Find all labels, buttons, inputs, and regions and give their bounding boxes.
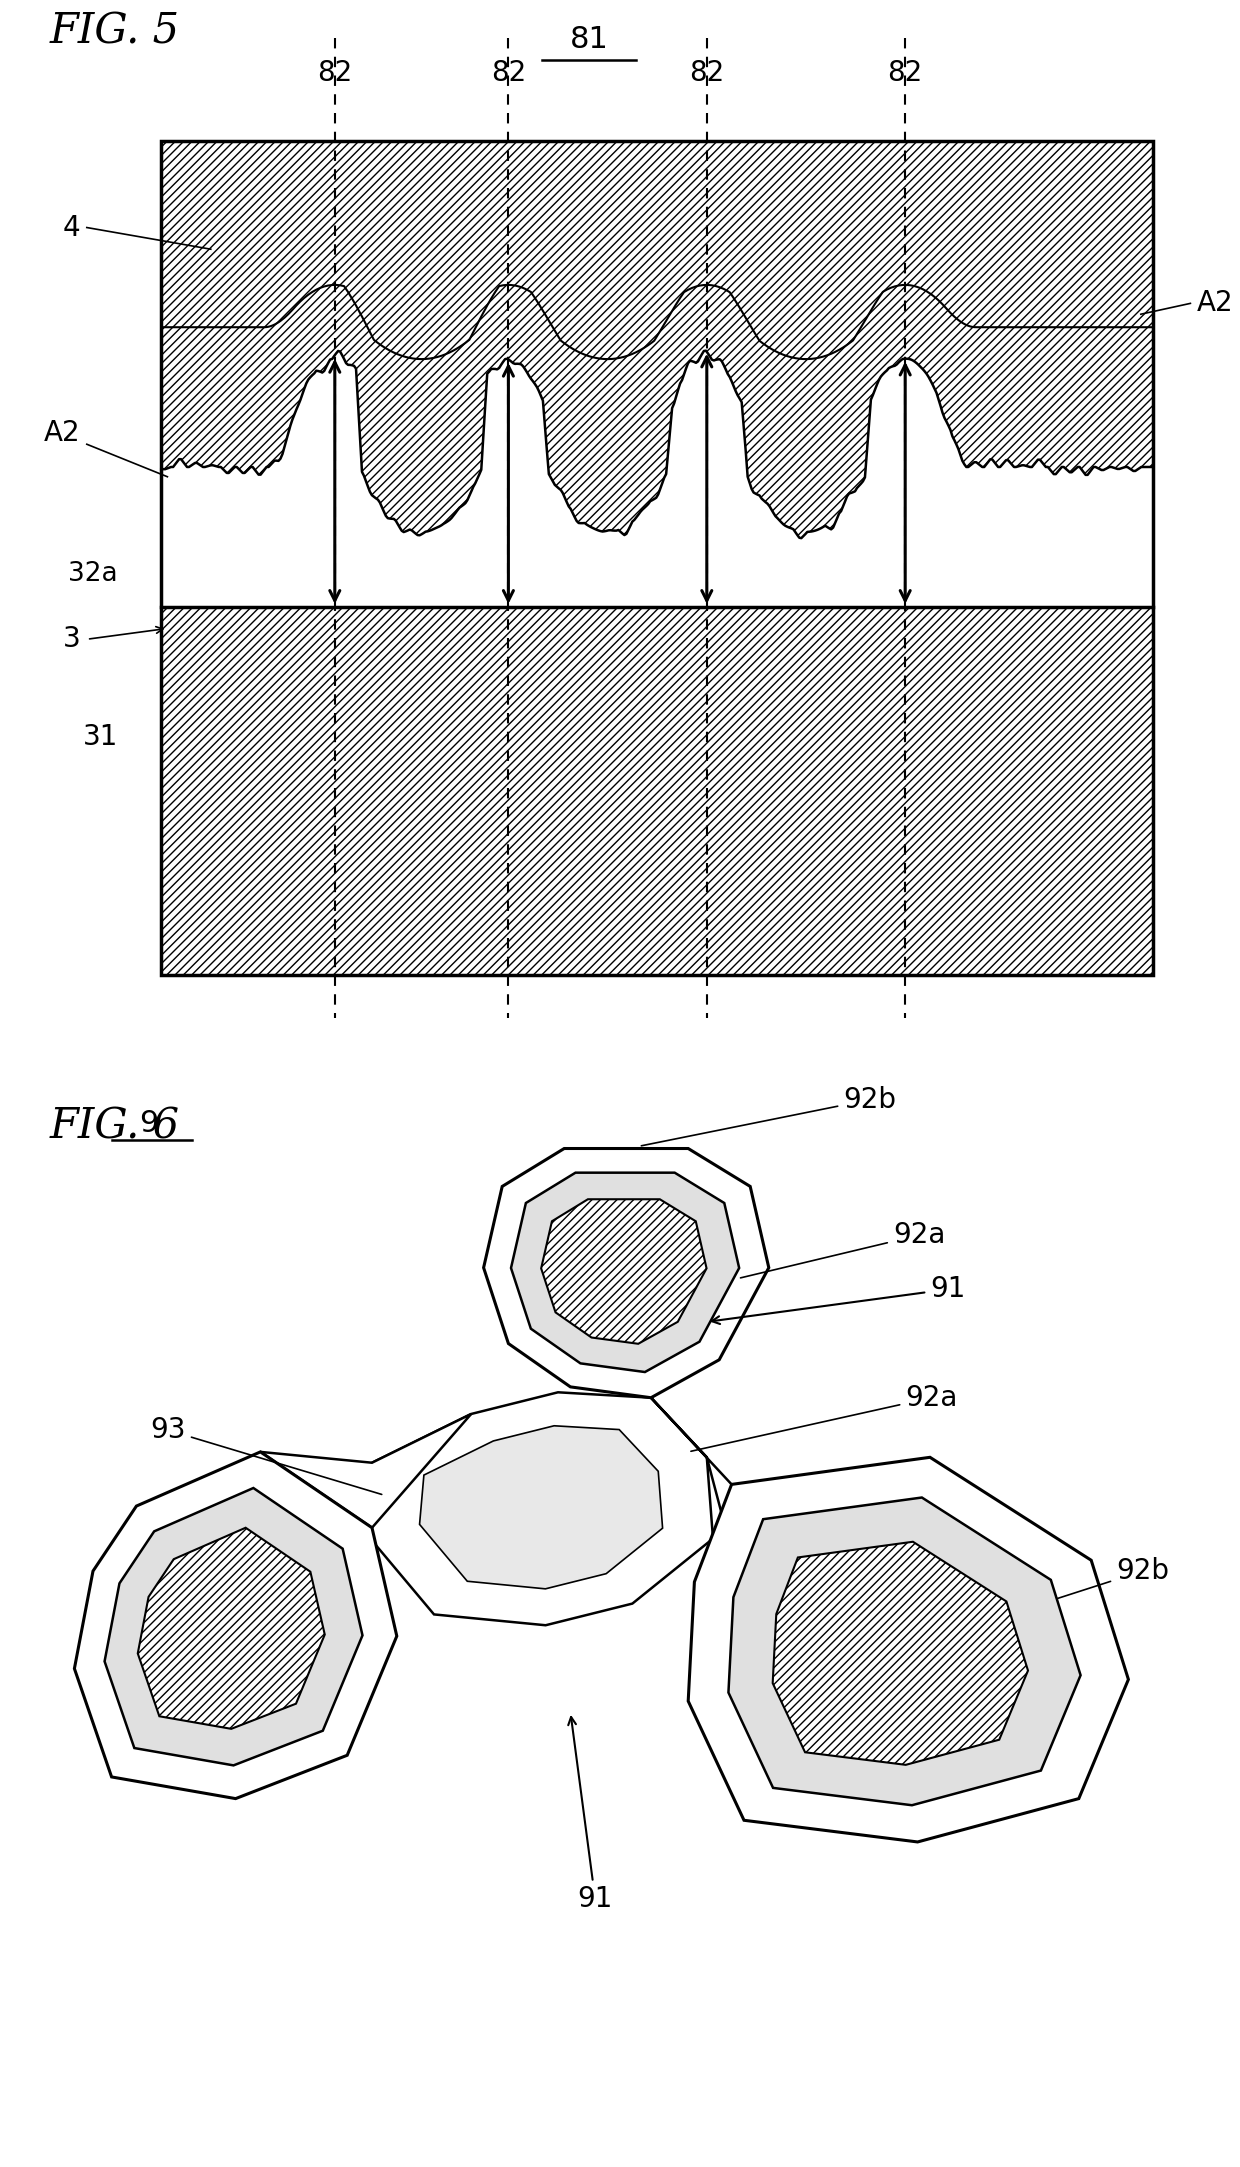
- Text: 82: 82: [317, 59, 352, 87]
- Text: 9: 9: [139, 1110, 159, 1138]
- Text: 3: 3: [63, 626, 81, 652]
- Text: 92a: 92a: [691, 1385, 957, 1452]
- Text: 91: 91: [568, 1716, 613, 1913]
- Bar: [161, 141, 1153, 975]
- Text: 81: 81: [569, 26, 609, 54]
- Text: 32a: 32a: [68, 561, 118, 587]
- Text: A2: A2: [1197, 290, 1234, 316]
- Text: FIG. 6: FIG. 6: [50, 1105, 180, 1146]
- Text: 4: 4: [63, 215, 81, 241]
- Polygon shape: [541, 1198, 707, 1344]
- Polygon shape: [651, 1398, 732, 1528]
- Polygon shape: [419, 1426, 662, 1588]
- Text: 82: 82: [491, 59, 526, 87]
- Polygon shape: [728, 1497, 1080, 1805]
- Polygon shape: [484, 1149, 769, 1398]
- Polygon shape: [366, 1391, 713, 1625]
- Text: 92b: 92b: [1044, 1558, 1169, 1604]
- Text: 31: 31: [82, 724, 118, 750]
- Text: 91: 91: [712, 1276, 966, 1324]
- Bar: [161, 607, 1153, 975]
- Text: 82: 82: [689, 59, 724, 87]
- Text: 93: 93: [150, 1417, 382, 1495]
- Polygon shape: [161, 351, 1153, 607]
- Polygon shape: [74, 1452, 397, 1799]
- Text: 92b: 92b: [641, 1086, 897, 1146]
- Polygon shape: [260, 1413, 471, 1528]
- Polygon shape: [773, 1541, 1028, 1764]
- Text: FIG. 5: FIG. 5: [50, 11, 180, 52]
- Text: 82: 82: [888, 59, 923, 87]
- Polygon shape: [138, 1528, 325, 1729]
- Bar: [161, 141, 1153, 607]
- Polygon shape: [688, 1456, 1128, 1842]
- Polygon shape: [104, 1489, 362, 1766]
- Text: A2: A2: [43, 420, 81, 446]
- Text: 92a: 92a: [740, 1222, 945, 1279]
- Polygon shape: [511, 1172, 739, 1372]
